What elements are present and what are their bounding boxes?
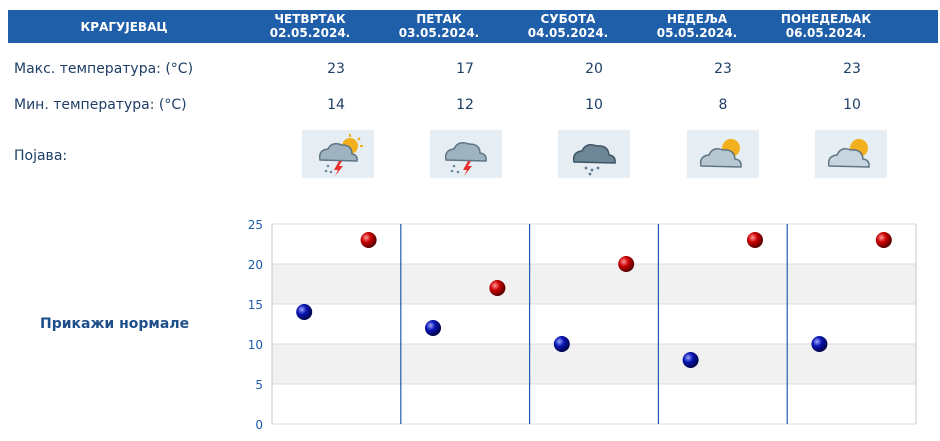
- grid-band: [272, 264, 916, 304]
- day-date: 04.05.2024.: [527, 26, 609, 40]
- max-temp-value: 20: [585, 61, 603, 77]
- min-temp-value: 8: [718, 97, 728, 113]
- y-tick-label: 20: [248, 258, 263, 272]
- day-header-5: ПОНЕДЕЉАК 06.05.2024.: [762, 12, 890, 40]
- day-name: ЧЕТВРТАК: [274, 12, 346, 26]
- day-header-1: ЧЕТВРТАК 02.05.2024.: [246, 12, 374, 40]
- max-temp-value: 23: [714, 61, 732, 77]
- day-name: НЕДЕЉА: [666, 12, 728, 26]
- min-temp-point: [296, 304, 313, 320]
- y-tick-label: 25: [248, 218, 263, 232]
- min-temp-value: 14: [327, 97, 345, 113]
- y-tick-label: 0: [255, 418, 263, 432]
- day-header-3: СУБОТА 04.05.2024.: [504, 12, 632, 40]
- rain-cloud-icon: [558, 130, 630, 178]
- city-name: КРАГУЈЕВАЦ: [80, 19, 168, 34]
- max-temp-point: [489, 280, 506, 296]
- day-date: 03.05.2024.: [398, 26, 480, 40]
- day-date: 05.05.2024.: [656, 26, 738, 40]
- y-tick-label: 10: [248, 338, 263, 352]
- max-temp-point: [618, 256, 635, 272]
- day-header-2: ПЕТАК 03.05.2024.: [375, 12, 503, 40]
- forecast-header: КРАГУЈЕВАЦ ЧЕТВРТАК 02.05.2024. ПЕТАК 03…: [8, 10, 938, 43]
- min-temp-point: [553, 336, 570, 352]
- y-tick-label: 15: [248, 298, 263, 312]
- min-temp-label: Мин. температура: (°C): [14, 97, 187, 113]
- min-temp-value: 10: [843, 97, 861, 113]
- max-temp-value: 23: [327, 61, 345, 77]
- day-header-4: НЕДЕЉА 05.05.2024.: [633, 12, 761, 40]
- temperature-chart: 0 5 10 15 20 25: [248, 218, 917, 432]
- min-temp-point: [425, 320, 441, 336]
- max-temp-point: [360, 232, 377, 248]
- max-temp-label: Макс. температура: (°C): [14, 61, 194, 77]
- day-name: ПОНЕДЕЉАК: [780, 12, 872, 26]
- max-temp-point: [747, 232, 763, 248]
- partly-cloudy-icon: [687, 130, 759, 178]
- min-temp-point: [682, 352, 699, 368]
- grid-band: [272, 344, 916, 384]
- y-tick-label: 5: [255, 378, 263, 392]
- max-temp-value: 17: [456, 61, 474, 77]
- max-temp-value: 23: [843, 61, 861, 77]
- day-name: СУБОТА: [540, 12, 596, 26]
- show-normals-link[interactable]: Прикажи нормале: [40, 316, 190, 332]
- day-name: ПЕТАК: [416, 12, 462, 26]
- thunderstorm-sun-icon: [302, 130, 374, 178]
- min-temp-value: 12: [456, 97, 474, 113]
- partly-cloudy-icon: [815, 130, 887, 178]
- day-date: 06.05.2024.: [785, 26, 867, 40]
- day-date: 02.05.2024.: [269, 26, 351, 40]
- thunderstorm-icon: [430, 130, 502, 178]
- max-temp-point: [875, 232, 892, 248]
- min-temp-value: 10: [585, 97, 603, 113]
- phenomenon-label: Појава:: [14, 148, 68, 164]
- min-temp-point: [811, 336, 828, 352]
